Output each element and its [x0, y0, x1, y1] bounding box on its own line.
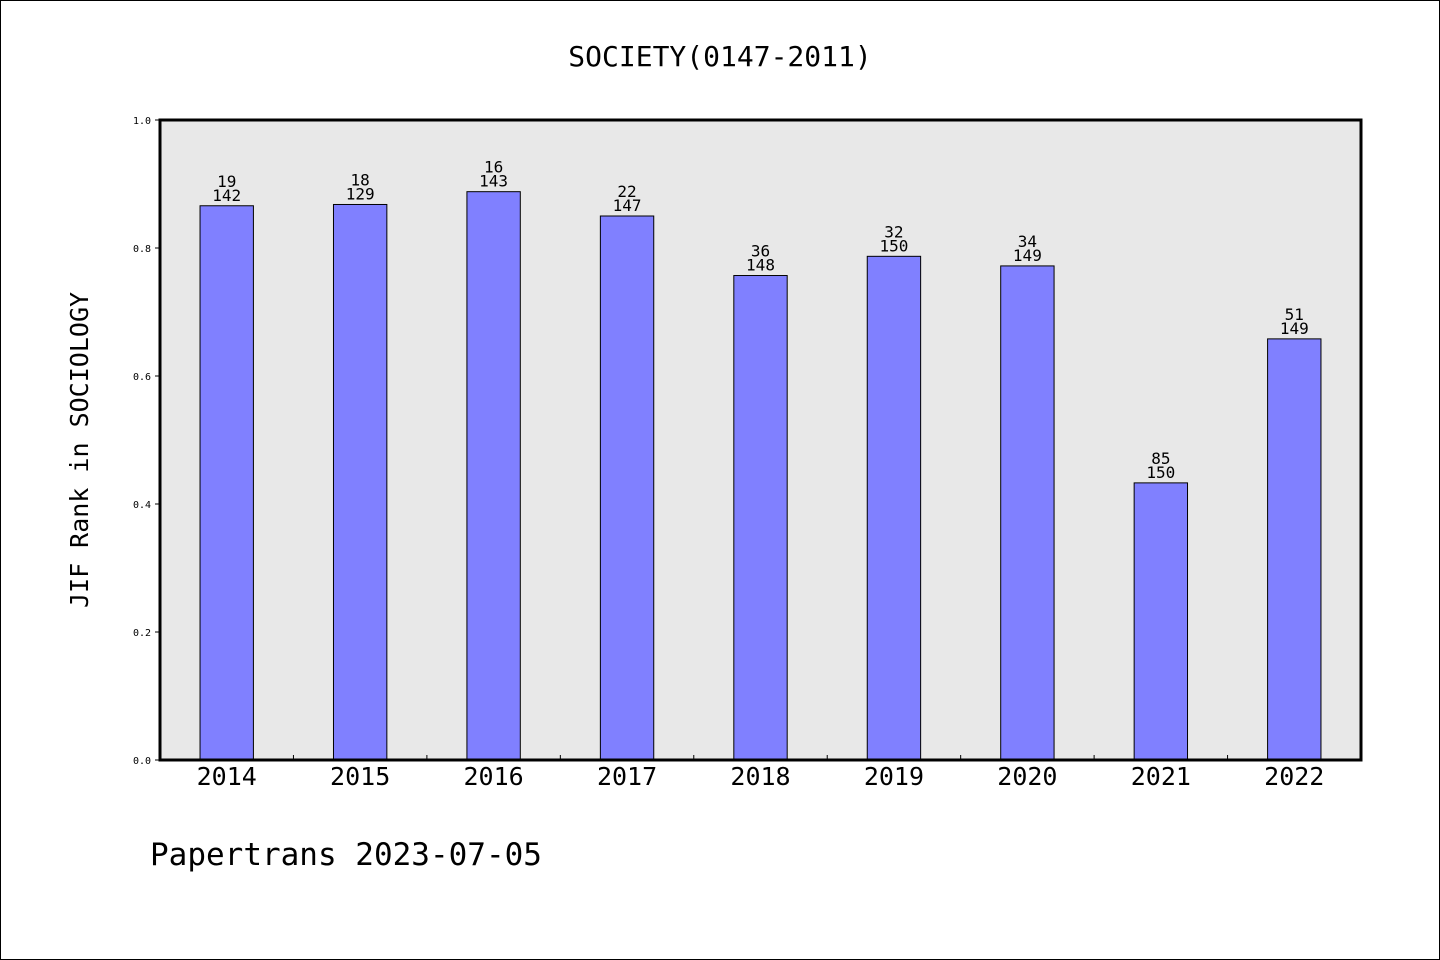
- x-tick-label-2015: 2015: [330, 762, 390, 791]
- y-tick-label-0.0: 0.0: [133, 756, 151, 767]
- bar-label-rank-2018: 36: [751, 242, 770, 261]
- bar-2019: [866, 255, 922, 761]
- bar-label-total-2018: 148: [746, 256, 775, 275]
- x-ticks-group: 2014 2015 2016 2017 2018 2019 2020 2021 2022: [197, 755, 1324, 791]
- y-tick-label-0.4: 0.4: [133, 500, 151, 511]
- bar-label-total-2019: 150: [879, 236, 908, 255]
- bar-label-total-2021: 150: [1146, 463, 1175, 482]
- bar-2016: [466, 191, 521, 761]
- bar-2018: [733, 275, 788, 761]
- bar-label-rank-2019: 32: [884, 222, 903, 241]
- bar-label-total-2014: 142: [212, 186, 241, 205]
- bar-label-rank-2017: 22: [617, 182, 636, 201]
- bar-label-rank-2020: 34: [1018, 232, 1037, 251]
- y-tick-label-1.0: 1.0: [133, 116, 151, 127]
- y-tick-label-0.6: 0.6: [133, 372, 151, 383]
- x-tick-label-2014: 2014: [197, 762, 257, 791]
- x-tick-label-2018: 2018: [730, 762, 790, 791]
- bar-2022: [1267, 338, 1322, 761]
- x-tick-label-2022: 2022: [1264, 762, 1324, 791]
- bar-label-rank-2021: 85: [1151, 449, 1170, 468]
- bar-label-rank-2014: 19: [217, 172, 236, 191]
- bar-2015: [332, 203, 388, 761]
- x-tick-label-2021: 2021: [1131, 762, 1191, 791]
- x-tick-label-2020: 2020: [997, 762, 1057, 791]
- bar-label-total-2020: 149: [1013, 246, 1042, 265]
- bar-label-rank-2015: 18: [351, 170, 370, 189]
- footer-text: Papertrans 2023-07-05: [150, 837, 542, 873]
- bar-label-total-2015: 129: [346, 184, 375, 203]
- bar-label-total-2016: 143: [479, 172, 508, 191]
- y-axis-label: JIF Rank in SOCIOLOGY: [65, 292, 94, 608]
- bar-2017: [599, 215, 655, 761]
- bar-label-rank-2022: 51: [1285, 305, 1304, 324]
- bar-label-total-2017: 147: [613, 196, 642, 215]
- y-tick-label-0.8: 0.8: [133, 244, 151, 255]
- x-tick-label-2017: 2017: [597, 762, 657, 791]
- y-ticks-group: 0.0 0.2 0.4 0.6 0.8 1.0: [133, 116, 160, 767]
- bar-2014: [199, 205, 254, 761]
- bars-group: [199, 191, 1322, 761]
- plot-border: [158, 118, 1363, 762]
- x-tick-label-2019: 2019: [864, 762, 924, 791]
- bar-label-total-2022: 149: [1280, 319, 1309, 338]
- x-tick-label-2016: 2016: [464, 762, 524, 791]
- bar-2021: [1133, 482, 1189, 761]
- bar-label-rank-2016: 16: [484, 158, 503, 177]
- y-tick-label-0.2: 0.2: [133, 628, 151, 639]
- chart-title: SOCIETY(0147-2011): [568, 40, 871, 73]
- bar-2020: [1000, 265, 1055, 761]
